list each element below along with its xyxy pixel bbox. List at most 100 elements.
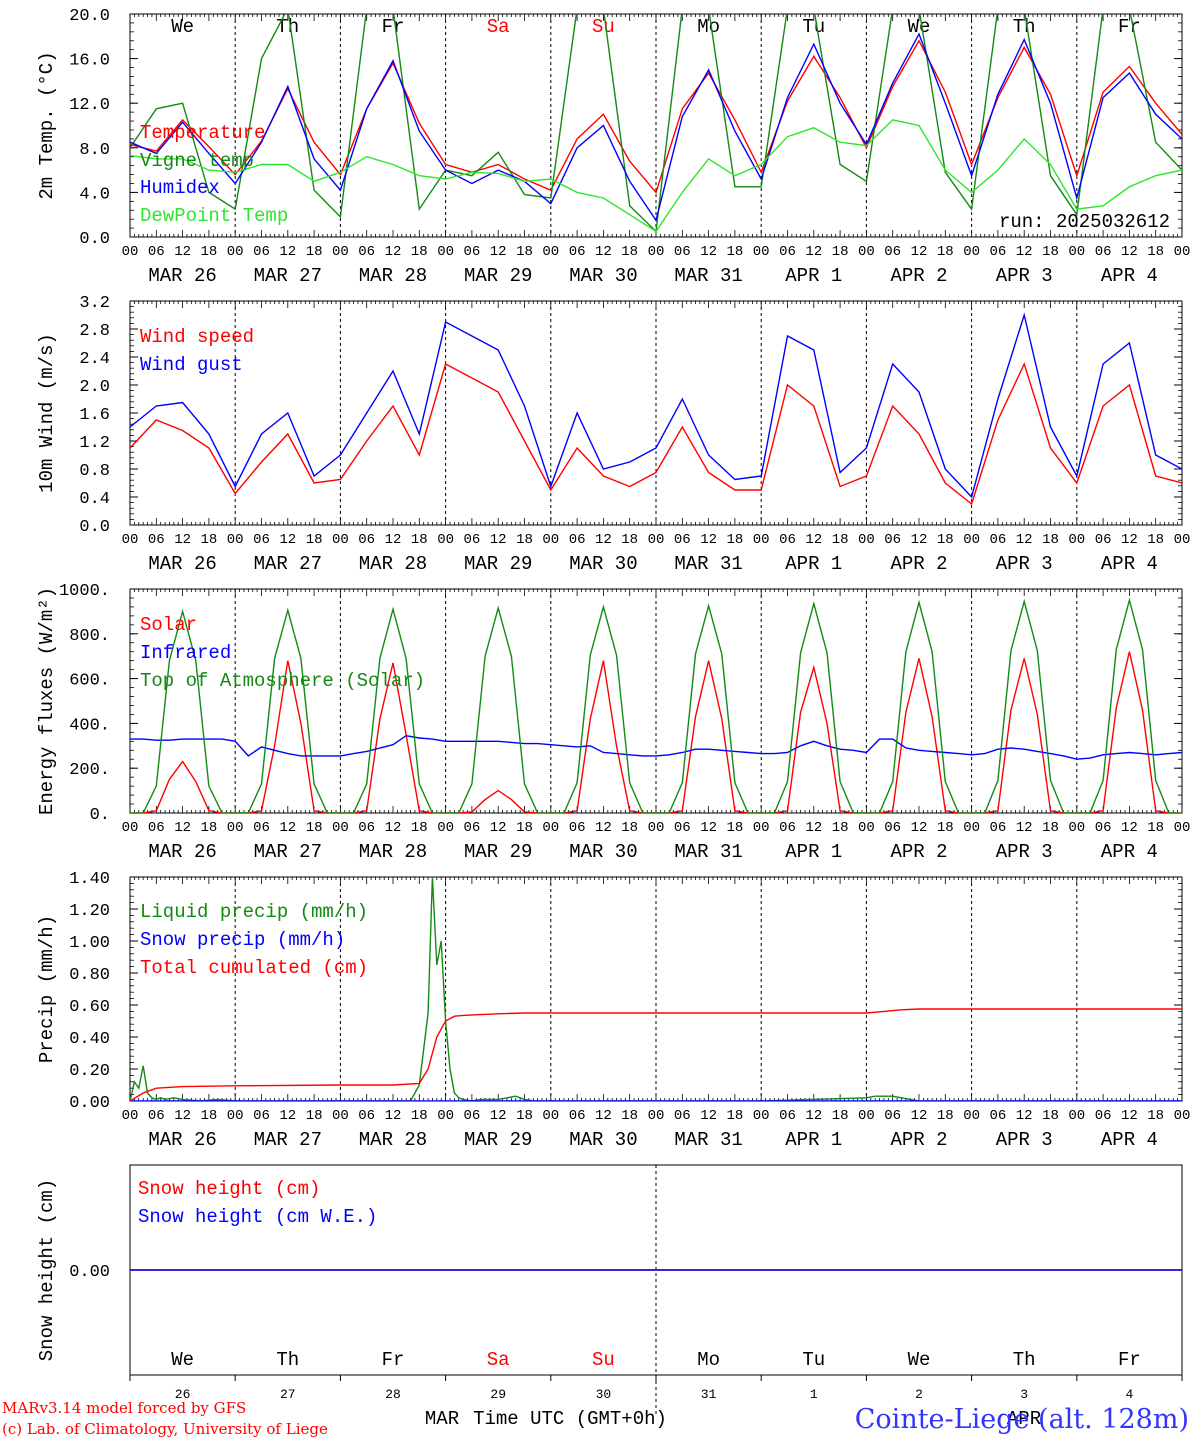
day-number-label: 1 — [810, 1387, 818, 1402]
hour-tick-label: 12 — [385, 1108, 402, 1124]
date-label: APR 4 — [1101, 265, 1158, 287]
y-axis-label: Snow height (cm) — [36, 1179, 58, 1361]
hour-tick-label: 00 — [332, 820, 349, 836]
date-label: MAR 27 — [254, 841, 322, 863]
date-label: MAR 27 — [254, 1129, 322, 1151]
hour-tick-label: 00 — [542, 532, 559, 548]
hour-tick-label: 12 — [385, 820, 402, 836]
footer: MARv3.14 model forced by GFS (c) Lab. of… — [2, 1399, 1189, 1438]
hour-tick-label: 12 — [805, 244, 822, 260]
y-tick-label: 1.20 — [69, 902, 110, 921]
hour-tick-label: 06 — [569, 820, 586, 836]
hour-tick-label: 00 — [753, 244, 770, 260]
hour-tick-label: 18 — [1042, 820, 1059, 836]
date-label: APR 1 — [785, 841, 842, 863]
date-label: MAR 29 — [464, 1129, 532, 1151]
hour-tick-label: 12 — [595, 1108, 612, 1124]
hour-tick-label: 00 — [963, 244, 980, 260]
hour-tick-label: 18 — [306, 532, 323, 548]
hour-tick-label: 06 — [463, 820, 480, 836]
legend-entry: Infrared — [140, 642, 231, 664]
legend-entry: Vigne temp — [140, 150, 254, 172]
hour-tick-label: 12 — [174, 1108, 191, 1124]
hour-tick-label: 18 — [1147, 532, 1164, 548]
y-tick-label: 0.4 — [79, 490, 110, 509]
hour-tick-label: 00 — [648, 532, 665, 548]
hour-tick-label: 06 — [1095, 1108, 1112, 1124]
hour-tick-label: 00 — [437, 244, 454, 260]
y-tick-label: 4.0 — [79, 185, 110, 204]
hour-tick-label: 12 — [805, 820, 822, 836]
hour-tick-label: 18 — [200, 820, 217, 836]
hour-tick-label: 18 — [726, 532, 743, 548]
legend-entry: Liquid precip (mm/h) — [140, 901, 368, 923]
legend-entry: Wind speed — [140, 326, 254, 348]
panel-snow: We Th Fr Sa Su Mo Tu We Th Fr 26 27 28 29 30 31 1 2 3 4 MAR A… — [36, 1164, 1183, 1430]
y-tick-label: 0.60 — [69, 998, 110, 1017]
date-label: APR 3 — [996, 553, 1053, 575]
hour-tick-label: 06 — [253, 532, 270, 548]
y-tick-label: 2.8 — [79, 322, 110, 341]
date-label: APR 1 — [785, 1129, 842, 1151]
hour-tick-label: 12 — [595, 244, 612, 260]
y-tick-label: 1.6 — [79, 406, 110, 425]
y-tick-label: 16.0 — [69, 52, 110, 71]
date-label: MAR 26 — [148, 841, 216, 863]
hour-tick-label: 00 — [437, 532, 454, 548]
station-title: Cointe-Liege (alt. 128m) — [855, 1404, 1189, 1435]
date-label: MAR 29 — [464, 841, 532, 863]
hour-tick-label: 00 — [542, 1108, 559, 1124]
hour-tick-label: 12 — [279, 244, 296, 260]
date-label: MAR 26 — [148, 265, 216, 287]
hour-tick-label: 12 — [1121, 244, 1138, 260]
series-line-liquid-precip-mm-h — [130, 877, 1182, 1101]
y-tick-label: 20.0 — [69, 7, 110, 26]
y-tick-label: 0.80 — [69, 966, 110, 985]
hour-tick-label: 00 — [1174, 820, 1191, 836]
hour-tick-label: 18 — [411, 532, 428, 548]
date-label: MAR 31 — [674, 1129, 742, 1151]
weekday-label: Sa — [487, 1349, 510, 1371]
hour-tick-label: 00 — [122, 820, 139, 836]
hour-tick-label: 00 — [1174, 1108, 1191, 1124]
hour-tick-label: 06 — [884, 244, 901, 260]
y-tick-label: 1000. — [59, 582, 110, 601]
panel-energy: 00 06 12 18 00 06 12 18 00 06 12 18 00 06 12 18 00 06 12 18… — [36, 582, 1190, 863]
hour-tick-label: 06 — [989, 1108, 1006, 1124]
date-label: MAR 30 — [569, 841, 637, 863]
hour-tick-label: 12 — [700, 820, 717, 836]
hour-tick-label: 06 — [569, 1108, 586, 1124]
date-label: MAR 28 — [359, 1129, 427, 1151]
hour-tick-label: 12 — [279, 532, 296, 548]
hour-tick-label: 18 — [726, 1108, 743, 1124]
y-tick-label: 0.40 — [69, 1030, 110, 1049]
hour-tick-label: 12 — [490, 244, 507, 260]
hour-tick-label: 18 — [200, 244, 217, 260]
hour-tick-label: 00 — [648, 244, 665, 260]
hour-tick-label: 12 — [805, 1108, 822, 1124]
y-tick-label: 0.00 — [69, 1094, 110, 1113]
weekday-label: Th — [1013, 1349, 1036, 1371]
series-line-dewpoint-temp — [130, 119, 1182, 233]
legend-entry: DewPoint Temp — [140, 205, 288, 227]
hour-tick-label: 06 — [358, 244, 375, 260]
hour-tick-label: 12 — [911, 244, 928, 260]
hour-tick-label: 12 — [1121, 532, 1138, 548]
hour-tick-label: 00 — [1068, 820, 1085, 836]
hour-tick-label: 06 — [463, 244, 480, 260]
date-label: APR 2 — [890, 841, 947, 863]
hour-tick-label: 18 — [1147, 244, 1164, 260]
series-line-vigne-temp — [130, 14, 1182, 233]
hour-tick-label: 18 — [1042, 532, 1059, 548]
y-tick-label: 12.0 — [69, 96, 110, 115]
hour-tick-label: 18 — [621, 244, 638, 260]
weekday-label: Fr — [1118, 16, 1141, 38]
weekday-label: Fr — [1118, 1349, 1141, 1371]
hour-tick-label: 12 — [911, 820, 928, 836]
date-label: APR 4 — [1101, 1129, 1158, 1151]
series-line-temperature — [130, 39, 1182, 194]
hour-tick-label: 12 — [595, 820, 612, 836]
day-number-label: 30 — [596, 1387, 612, 1402]
legend-entry: Wind gust — [140, 354, 243, 376]
date-label: APR 3 — [996, 841, 1053, 863]
